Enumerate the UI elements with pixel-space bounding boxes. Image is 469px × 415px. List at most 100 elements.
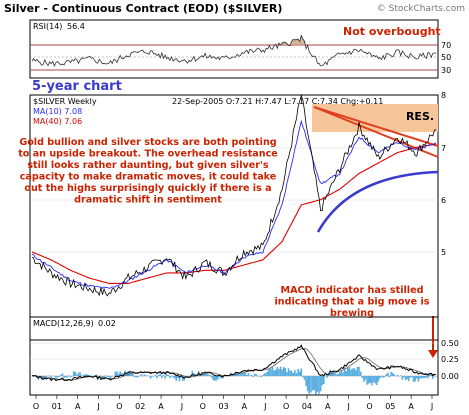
macd-histogram-bar [104,375,107,376]
x-tick-label: J [263,402,266,411]
macd-histogram-bar [64,376,67,378]
macd-histogram-bar [430,374,432,376]
macd-histogram-bar [425,376,428,378]
macd-histogram-bar [66,376,69,378]
x-tick-label: O [116,402,122,411]
macd-histogram-bar [169,376,171,379]
macd-histogram-bar [133,376,136,378]
price-frame [29,94,439,341]
macd-histogram-bar [342,372,344,376]
macd-histogram-bar [364,376,367,380]
macd-histogram-bar [114,371,117,376]
macd-histogram-bar [106,376,109,377]
macd-histogram-bar [63,376,65,378]
macd-histogram-bar [351,368,354,376]
macd-histogram-bar [130,373,133,376]
macd-histogram-bar [244,372,246,376]
macd-histogram-bar [173,376,176,379]
price-tick-6: 6 [441,196,446,205]
macd-histogram-bar [318,376,320,394]
macd-histogram-bar [401,376,404,380]
macd-histogram-bar [316,376,319,392]
macd-histogram-bar [388,376,391,378]
macd-histogram-bar [315,376,317,395]
macd-histogram-bar [350,369,352,376]
macd-histogram-bar [55,376,57,380]
macd-histogram-bar [76,374,78,376]
rsi-annotation: Not overbought [343,25,441,38]
price-tick-8: 8 [441,91,446,100]
macd-histogram-bar [347,367,349,376]
macd-histogram-bar [180,376,182,378]
macd-histogram-bar [103,376,105,379]
macd-histogram-bar [271,366,274,376]
macd-histogram-bar [100,376,102,381]
macd-histogram-bar [68,375,70,376]
macd-histogram-bar [121,373,123,376]
macd-histogram-bar [119,371,121,376]
macd-histogram-bar [329,369,331,376]
macd-histogram-bar [172,376,174,378]
macd-histogram-bar [393,374,396,376]
macd-histogram-bar [366,376,368,385]
macd-histogram-bar [390,371,392,376]
x-tick-label: 05 [385,402,395,411]
macd-histogram-bar [305,376,307,387]
macd-histogram-bar [109,376,112,379]
macd-tick-025: 0.25 [441,355,459,364]
macd-histogram-bar [242,372,245,376]
macd-histogram-bar [300,368,303,376]
macd-histogram-bar [161,376,163,379]
macd-histogram-bar [50,376,52,380]
macd-histogram-bar [356,366,359,376]
macd-histogram-bar [311,376,314,391]
macd-histogram-bar [279,366,282,376]
macd-histogram-bar [292,373,295,376]
macd-histogram-bar [217,376,219,380]
macd-histogram-bar [146,375,149,376]
resistance-zone [312,104,438,132]
macd-histogram-bar [399,375,402,376]
price-tick-7: 7 [441,144,446,153]
resistance-label: RES. [406,110,434,123]
macd-histogram-bar [44,376,46,378]
macd-annotation: MACD indicator has stilled indicating tha… [274,285,429,319]
x-tick-label: 01 [52,402,62,411]
macd-histogram-bar [234,371,237,376]
macd-line [31,344,437,382]
rsi-panel: RSI(14) 56.4 Not overbought 5-year chart… [29,19,451,94]
macd-histogram-bar [177,376,179,379]
macd-histogram-bar [276,367,279,376]
macd-histogram-bar [45,376,48,379]
macd-histogram-bar [165,373,168,376]
rsi-tick-30: 30 [441,66,451,75]
rsi-frame [29,19,439,79]
macd-histogram-bar [298,371,301,376]
macd-histogram-bar [323,376,325,384]
five-year-label: 5-year chart [32,79,122,94]
macd-histogram-bar [207,374,210,376]
macd-histogram-bar [231,373,234,376]
macd-histogram-bar [188,376,190,378]
macd-histogram-bar [56,376,59,378]
macd-histogram-bar [287,368,290,376]
x-tick-label: A [242,402,248,411]
macd-histogram-bar [297,369,299,376]
chart-title: Silver - Continuous Contract (EOD) ($SIL… [4,2,282,15]
macd-histogram-bar [321,376,323,386]
resistance-trendline-upper [313,106,439,147]
macd-histogram-bar [212,376,214,381]
ma40-label: MA(40) 7.06 [33,117,82,126]
macd-histogram-bar [302,376,304,378]
macd-histogram-bar [266,371,269,376]
macd-histogram-bar [435,376,437,377]
macd-histogram-bar [420,376,423,379]
support-trendline [316,170,439,233]
macd-histogram-bar [343,367,346,376]
macd-histogram-bar [252,376,254,377]
macd-histogram-bar [125,372,128,376]
rsi-label: RSI(14) [33,22,62,31]
macd-histogram-bar [289,370,291,376]
macd-histogram-bar [60,374,62,376]
x-tick-label: O [33,402,39,411]
